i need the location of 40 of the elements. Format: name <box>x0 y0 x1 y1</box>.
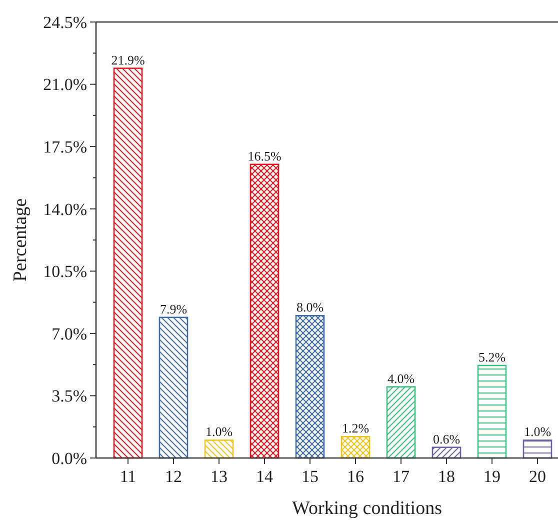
bar <box>250 164 280 459</box>
data-label: 1.2% <box>342 420 370 436</box>
x-tick-label: 13 <box>210 467 228 486</box>
y-tick-label: 10.5% <box>43 262 87 282</box>
y-tick-label: 14.0% <box>43 200 87 219</box>
bar <box>340 436 370 459</box>
data-label: 1.0% <box>524 424 552 440</box>
x-tick-label: 19 <box>484 467 500 486</box>
y-tick-label: 3.5% <box>52 386 87 406</box>
y-tick-label: 0.0% <box>52 448 87 468</box>
bar <box>204 440 234 459</box>
data-label: 7.9% <box>160 301 188 316</box>
y-tick-label: 24.5% <box>43 12 87 32</box>
data-label: 8.0% <box>296 300 324 315</box>
bar <box>158 316 188 459</box>
bar <box>477 364 507 459</box>
x-tick-label: 20 <box>529 467 546 486</box>
bar <box>295 314 325 459</box>
data-label: 21.9% <box>111 52 145 68</box>
bar <box>432 446 462 459</box>
y-tick-label: 17.5% <box>43 138 87 157</box>
data-label: 16.5% <box>248 148 282 164</box>
data-label: 5.2% <box>478 349 506 364</box>
x-tick-label: 16 <box>347 467 364 486</box>
y-tick-label: 7.0% <box>52 324 87 344</box>
y-axis-title: Percentage <box>10 198 31 282</box>
x-axis-title: Working conditions <box>292 498 442 519</box>
data-label: 1.0% <box>205 424 233 440</box>
x-tick-label: 12 <box>165 467 182 486</box>
x-tick-label: 11 <box>120 467 136 486</box>
y-tick-label: 21.0% <box>43 75 87 94</box>
data-label: 0.6% <box>432 431 460 446</box>
x-tick-label: 14 <box>256 467 274 486</box>
data-label: 4.0% <box>387 370 415 386</box>
bar <box>113 68 143 459</box>
x-tick-label: 17 <box>392 467 410 486</box>
bar <box>522 440 552 459</box>
bar <box>386 386 416 459</box>
x-tick-label: 18 <box>438 467 455 486</box>
x-tick-label: 15 <box>302 467 318 486</box>
